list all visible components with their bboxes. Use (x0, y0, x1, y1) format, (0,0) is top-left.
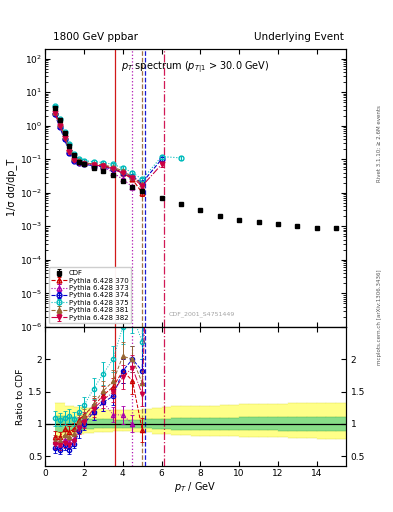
Y-axis label: 1/σ dσ/dp_T: 1/σ dσ/dp_T (6, 159, 17, 217)
Legend: CDF, Pythia 6.428 370, Pythia 6.428 373, Pythia 6.428 374, Pythia 6.428 375, Pyt: CDF, Pythia 6.428 370, Pythia 6.428 373,… (49, 267, 131, 324)
Text: mcplots.cern.ch [arXiv:1306.3436]: mcplots.cern.ch [arXiv:1306.3436] (377, 270, 382, 365)
Y-axis label: Ratio to CDF: Ratio to CDF (16, 368, 25, 424)
Text: Underlying Event: Underlying Event (254, 32, 344, 42)
Text: 1800 GeV ppbar: 1800 GeV ppbar (53, 32, 138, 42)
X-axis label: $p_T$ / GeV: $p_T$ / GeV (174, 480, 217, 495)
Text: Rivet 3.1.10; ≥ 2.6M events: Rivet 3.1.10; ≥ 2.6M events (377, 105, 382, 182)
Text: $p_T$ spectrum ($p_{T|1}$ > 30.0 GeV): $p_T$ spectrum ($p_{T|1}$ > 30.0 GeV) (121, 60, 270, 75)
Text: CDF_2001_S4751449: CDF_2001_S4751449 (168, 311, 235, 317)
